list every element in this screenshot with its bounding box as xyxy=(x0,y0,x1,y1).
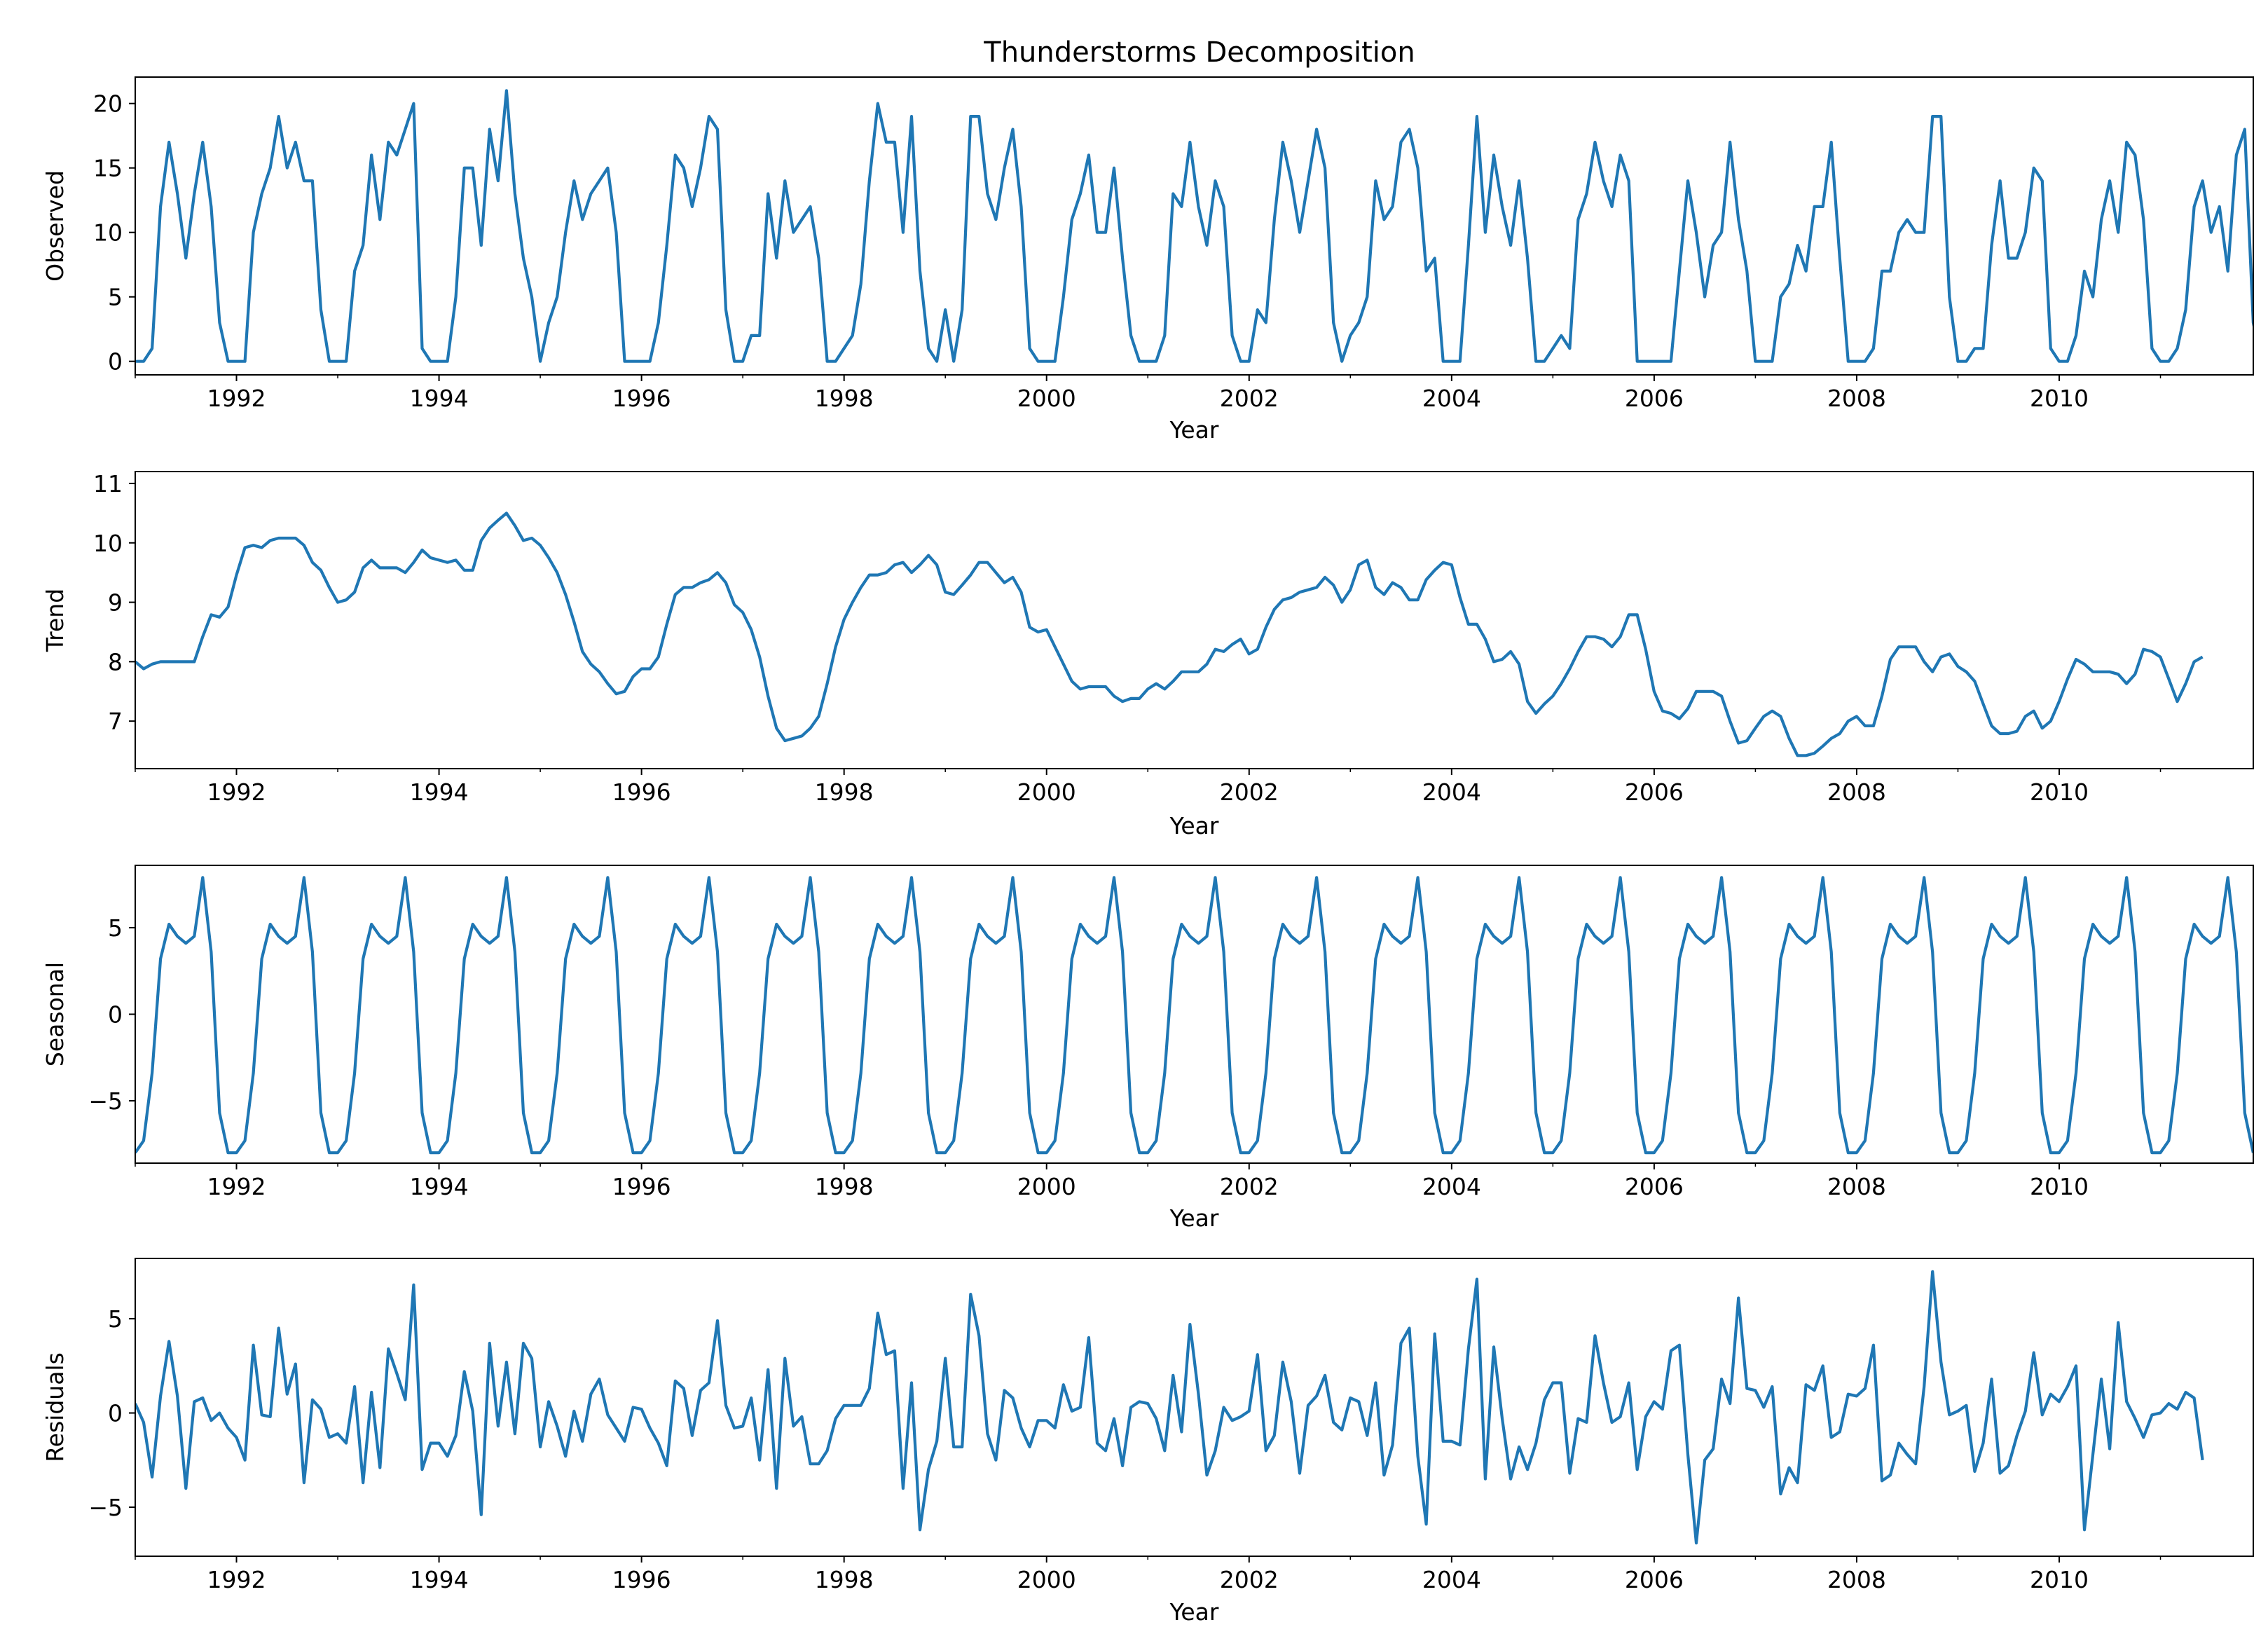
trend-axes-frame xyxy=(135,471,2254,769)
trend-xtick-label: 2010 xyxy=(2030,778,2089,806)
seasonal-xtick-label: 2010 xyxy=(2030,1173,2089,1200)
observed-xtick-label: 2004 xyxy=(1422,385,1481,412)
seasonal-xtick-label: 1996 xyxy=(612,1173,671,1200)
observed-xtick-label: 2010 xyxy=(2030,385,2089,412)
seasonal-panel: −5 0 5 1992 1994 1996 1998 2000 2002 2004 2006 2008… xyxy=(41,865,2254,1232)
trend-xtick-label: 2004 xyxy=(1422,778,1481,806)
residuals-xtick-label: 1996 xyxy=(612,1566,671,1593)
residuals-xtick-label: 1992 xyxy=(207,1566,266,1593)
seasonal-xlabel: Year xyxy=(1169,1204,1219,1232)
observed-series-line xyxy=(135,89,2253,363)
residuals-xtick-label: 2002 xyxy=(1220,1566,1279,1593)
residuals-ytick-label: 0 xyxy=(108,1400,123,1427)
observed-ytick-label: 10 xyxy=(93,219,123,247)
observed-ytick-label: 20 xyxy=(93,90,123,118)
observed-xtick-label: 2008 xyxy=(1827,385,1886,412)
figure-title: Thunderstorms Decomposition xyxy=(983,36,1415,69)
trend-xtick-label: 2006 xyxy=(1625,778,1684,806)
observed-xlabel: Year xyxy=(1169,416,1219,444)
seasonal-xtick-label: 2002 xyxy=(1220,1173,1279,1200)
trend-panel: 7 8 9 10 11 1992 1994 1996 1998 2000 2002 2004 2006 2… xyxy=(41,470,2254,839)
residuals-axes-frame xyxy=(135,1258,2254,1557)
residuals-ylabel: Residuals xyxy=(41,1352,69,1462)
trend-ylabel: Trend xyxy=(41,589,69,652)
seasonal-xtick-label: 2000 xyxy=(1017,1173,1076,1200)
seasonal-xtick-label: 1998 xyxy=(815,1173,874,1200)
seasonal-ylabel: Seasonal xyxy=(41,962,69,1066)
panels: 0 5 10 15 20 1992 1994 1996 1998 2000 2002 2004 2006… xyxy=(41,76,2254,1626)
trend-ytick-label: 9 xyxy=(108,589,123,617)
seasonal-xtick-label: 2004 xyxy=(1422,1173,1481,1200)
seasonal-xtick-label: 1992 xyxy=(207,1173,266,1200)
residuals-series-line xyxy=(135,1270,2204,1545)
trend-xlabel: Year xyxy=(1169,812,1219,839)
observed-xtick-label: 2002 xyxy=(1220,385,1279,412)
observed-xtick-label: 1992 xyxy=(207,385,266,412)
trend-xtick-label: 1992 xyxy=(207,778,266,806)
observed-xtick-label: 1994 xyxy=(410,385,469,412)
trend-xtick-label: 2002 xyxy=(1220,778,1279,806)
residuals-ytick-label: −5 xyxy=(88,1494,123,1521)
trend-ytick-label: 7 xyxy=(108,708,123,735)
trend-xtick-label: 1996 xyxy=(612,778,671,806)
residuals-xtick-label: 2006 xyxy=(1625,1566,1684,1593)
trend-xtick-label: 2008 xyxy=(1827,778,1886,806)
trend-xtick-label: 1994 xyxy=(410,778,469,806)
residuals-xtick-label: 2010 xyxy=(2030,1566,2089,1593)
residuals-xtick-label: 2008 xyxy=(1827,1566,1886,1593)
residuals-xlabel: Year xyxy=(1169,1598,1219,1626)
observed-ylabel: Observed xyxy=(41,170,69,282)
observed-xtick-label: 2000 xyxy=(1017,385,1076,412)
seasonal-ytick-label: 5 xyxy=(108,914,123,942)
observed-xtick-label: 1996 xyxy=(612,385,671,412)
observed-panel: 0 5 10 15 20 1992 1994 1996 1998 2000 2002 2004 2006… xyxy=(41,76,2254,444)
trend-ytick-label: 10 xyxy=(93,530,123,557)
trend-series-line xyxy=(135,511,2204,757)
trend-ytick-label: 11 xyxy=(93,470,123,497)
observed-ytick-label: 5 xyxy=(108,284,123,311)
seasonal-xtick-label: 2008 xyxy=(1827,1173,1886,1200)
observed-axes-frame xyxy=(135,76,2254,376)
residuals-panel: −5 0 5 1992 1994 1996 1998 2000 2002 2004 2006 2008… xyxy=(41,1258,2254,1626)
seasonal-ytick-label: −5 xyxy=(88,1087,123,1115)
residuals-xtick-label: 2004 xyxy=(1422,1566,1481,1593)
residuals-xtick-label: 1994 xyxy=(410,1566,469,1593)
observed-xtick-label: 1998 xyxy=(815,385,874,412)
seasonal-xtick-label: 1994 xyxy=(410,1173,469,1200)
trend-ytick-label: 8 xyxy=(108,648,123,675)
observed-ytick-label: 15 xyxy=(93,155,123,182)
seasonal-series-line xyxy=(135,876,2253,1155)
observed-ytick-label: 0 xyxy=(108,348,123,376)
trend-xtick-label: 2000 xyxy=(1017,778,1076,806)
residuals-xtick-label: 1998 xyxy=(815,1566,874,1593)
seasonal-xtick-label: 2006 xyxy=(1625,1173,1684,1200)
trend-xtick-label: 1998 xyxy=(815,778,874,806)
residuals-ytick-label: 5 xyxy=(108,1305,123,1333)
residuals-xtick-label: 2000 xyxy=(1017,1566,1076,1593)
seasonal-ytick-label: 0 xyxy=(108,1001,123,1029)
observed-xtick-label: 2006 xyxy=(1625,385,1684,412)
